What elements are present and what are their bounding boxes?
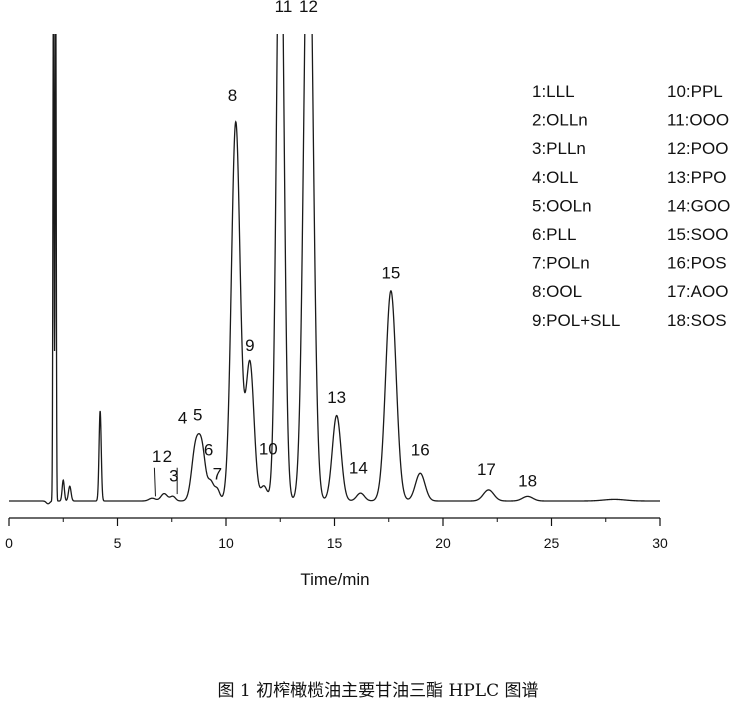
x-tick-label: 25: [544, 535, 560, 551]
peak-label-13: 13: [327, 388, 346, 407]
legend-entry: 8:OOL: [532, 282, 582, 301]
peak-label-8: 8: [228, 86, 237, 105]
legend-entry: 17:AOO: [667, 282, 728, 301]
peak-label-10: 10: [259, 439, 278, 458]
legend-entry: 3:PLLn: [532, 139, 586, 158]
x-tick-label: 0: [5, 535, 13, 551]
peak-label-18: 18: [518, 472, 537, 491]
legend: 1:LLL 2:OLLn 3:PLLn 4:OLL 5:OOLn 6:PLL 7:POLn 8…: [532, 82, 730, 330]
legend-entry: 6:PLL: [532, 225, 576, 244]
x-tick-label: 15: [327, 535, 343, 551]
peak-label-1: 1: [152, 447, 161, 466]
peak-label-3: 3: [169, 467, 178, 486]
peak-label-7: 7: [213, 465, 222, 484]
legend-entry: 12:POO: [667, 139, 728, 158]
peak-label-12: 12: [299, 0, 318, 16]
x-tick-label: 5: [114, 535, 122, 551]
chromatogram-trace: [9, 34, 660, 505]
legend-entry: 11:OOO: [667, 111, 729, 130]
x-axis-title: Time/min: [300, 570, 369, 589]
peak-label-15: 15: [381, 263, 400, 282]
legend-entry: 14:GOO: [667, 196, 730, 215]
legend-entry: 18:SOS: [667, 311, 727, 330]
peak-label-6: 6: [204, 440, 213, 459]
peak-label-14: 14: [349, 459, 368, 478]
legend-entry: 13:PPO: [667, 168, 727, 187]
legend-entry: 4:OLL: [532, 168, 578, 187]
peak-label-4: 4: [178, 408, 187, 427]
peak-label-17: 17: [477, 460, 496, 479]
x-tick-label: 20: [435, 535, 451, 551]
peak-label-2: 2: [163, 447, 172, 466]
legend-entry: 1:LLL: [532, 82, 575, 101]
legend-entry: 10:PPL: [667, 82, 723, 101]
peak-label-11: 11: [275, 0, 293, 16]
x-axis: 0 5 10 15 20 25 30: [5, 517, 668, 551]
legend-entry: 15:SOO: [667, 225, 728, 244]
legend-entry: 5:OOLn: [532, 196, 592, 215]
figure-caption: 图 1 初榨橄榄油主要甘油三酯 HPLC 图谱: [217, 681, 539, 701]
legend-entry: 9:POL+SLL: [532, 311, 620, 330]
x-tick-label: 10: [218, 535, 234, 551]
peak-label-9: 9: [245, 336, 254, 355]
legend-entry: 16:POS: [667, 254, 727, 273]
legend-entry: 7:POLn: [532, 254, 590, 273]
x-tick-label: 30: [652, 535, 668, 551]
peak-marker-line: [153, 467, 156, 497]
legend-entry: 2:OLLn: [532, 111, 588, 130]
peak-label-16: 16: [411, 440, 430, 459]
peak-label-5: 5: [193, 406, 202, 425]
